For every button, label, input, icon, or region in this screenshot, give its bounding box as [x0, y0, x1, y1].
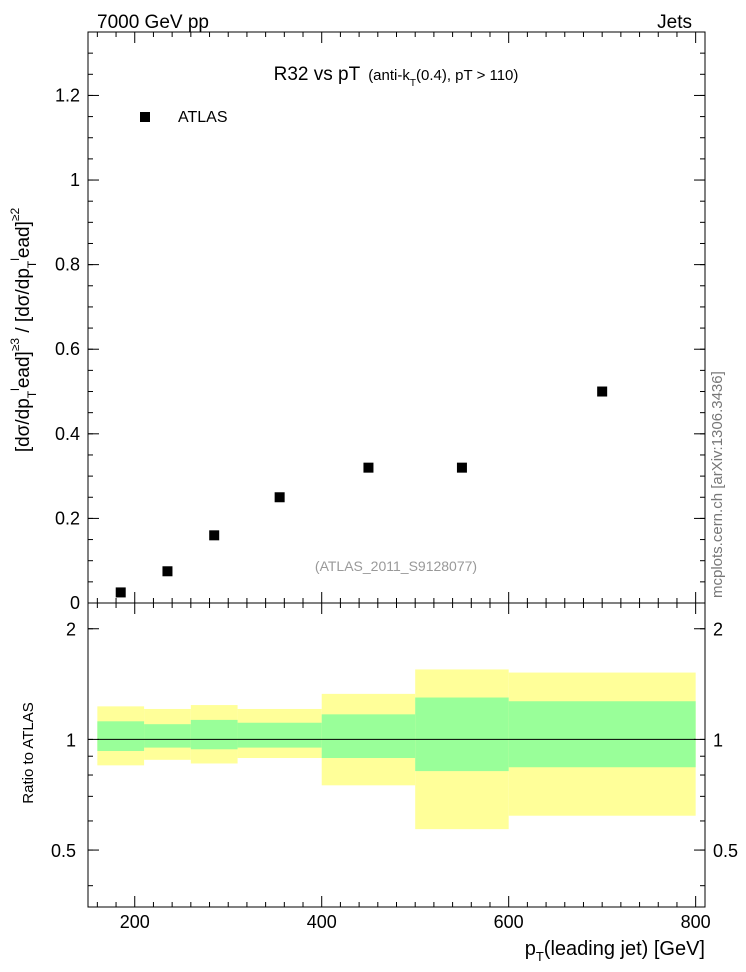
top-panel: 0 0.2 0.4 0.6 0.8 1 1.2	[55, 31, 706, 613]
analysis-watermark: (ATLAS_2011_S9128077)	[315, 558, 477, 574]
ratio-panel: 0.5 0.5 1 1 2 2 200 400 600 800	[51, 602, 738, 932]
ratio-y-tick-label-right: 2	[713, 620, 723, 640]
top-title: R32 vs pT (anti-kT(0.4), pT > 110)	[274, 64, 519, 89]
uncertainty-band-inner	[237, 722, 322, 748]
ratio-x-tick-label: 800	[681, 912, 711, 932]
ratio-y-tick-label: 1	[66, 730, 76, 750]
uncertainty-band-inner	[415, 697, 509, 772]
uncertainty-band-inner	[144, 724, 191, 748]
top-y-tick-label: 0.6	[55, 339, 80, 359]
ratio-y-tick-label-right: 0.5	[713, 841, 738, 861]
top-y-tick-label: 1	[70, 170, 80, 190]
header-right-label: Jets	[657, 12, 692, 33]
uncertainty-band-inner	[508, 701, 696, 768]
data-point	[209, 530, 220, 541]
legend-label: ATLAS	[178, 109, 228, 126]
ratio-y-tick-label: 0.5	[51, 841, 76, 861]
ratio-y-tick-label: 2	[66, 620, 76, 640]
data-point	[115, 587, 126, 598]
top-y-tick-label: 1.2	[55, 85, 80, 105]
top-y-tick-label: 0.4	[55, 424, 80, 444]
ratio-ylabel: Ratio to ATLAS	[20, 702, 37, 803]
uncertainty-band-inner	[190, 719, 238, 750]
ratio-xlabel: pT(leading jet) [GeV]	[525, 938, 705, 964]
top-y-tick-label: 0.2	[55, 508, 80, 528]
data-point	[456, 462, 467, 473]
ratio-x-tick-label: 400	[307, 912, 337, 932]
top-y-tick-label: 0	[70, 593, 80, 613]
side-credit-label: mcplots.cern.ch [arXiv:1306.3436]	[709, 371, 726, 598]
uncertainty-band-inner	[97, 721, 145, 751]
ratio-y-tick-label-right: 1	[713, 730, 723, 750]
data-point	[597, 386, 608, 397]
top-y-tick-label: 0.8	[55, 255, 80, 275]
data-point	[363, 462, 374, 473]
ratio-x-tick-label: 600	[494, 912, 524, 932]
data-point	[162, 566, 173, 577]
top-ylabel: [dσ/dpTlead]≥3 / [dσ/dpTlead]≥2	[8, 208, 39, 453]
legend-marker	[140, 112, 150, 122]
data-point	[274, 492, 285, 503]
header-left-label: 7000 GeV pp	[97, 12, 209, 33]
uncertainty-band-inner	[321, 714, 416, 759]
ratio-x-tick-label: 200	[120, 912, 150, 932]
